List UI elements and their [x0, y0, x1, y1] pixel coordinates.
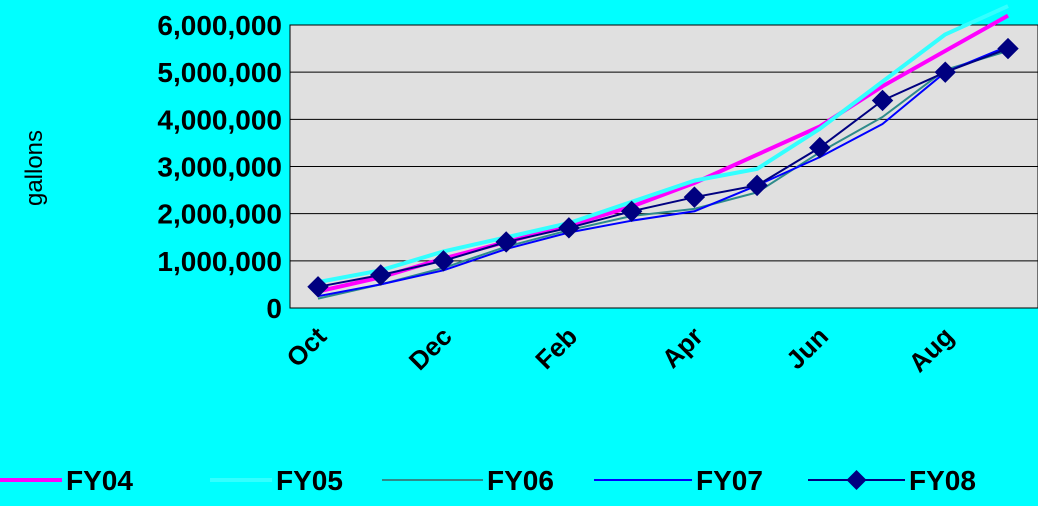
y-tick-label: 3,000,000 [157, 152, 282, 183]
y-tick-label: 4,000,000 [157, 104, 282, 135]
x-tick-label: Feb [529, 321, 583, 375]
data-point-fy08 [495, 231, 517, 253]
legend-label-fy05: FY05 [276, 465, 343, 496]
y-tick-label: 1,000,000 [157, 246, 282, 277]
x-tick-label: Dec [403, 321, 458, 376]
data-point-fy08 [809, 136, 831, 159]
legend-label-fy08: FY08 [909, 465, 976, 496]
data-point-fy08 [746, 174, 768, 197]
y-tick-label: 6,000,000 [157, 10, 282, 41]
legend-label-fy04: FY04 [66, 465, 133, 496]
series-line-fy04 [317, 13, 1009, 294]
y-axis-label: gallons [21, 130, 48, 206]
series-line-fy07 [317, 45, 1009, 298]
legend-marker-fy08 [846, 470, 867, 490]
y-tick-label: 0 [266, 293, 282, 324]
data-point-fy08 [997, 37, 1019, 60]
data-point-fy08 [620, 200, 643, 223]
data-point-fy08 [934, 61, 956, 83]
x-tick-label: Apr [656, 321, 709, 374]
x-tick-label: Oct [280, 321, 332, 373]
y-tick-label: 5,000,000 [157, 57, 282, 88]
series-line-fy08 [317, 47, 1009, 288]
x-tick-label: Jun [780, 321, 834, 375]
data-point-fy08 [683, 186, 706, 208]
series-line-fy06 [317, 49, 1009, 300]
legend-label-fy06: FY06 [487, 465, 554, 496]
data-point-fy08 [558, 217, 580, 239]
data-point-fy08 [871, 89, 894, 112]
data-point-fy08 [432, 250, 455, 272]
data-point-fy08 [370, 264, 392, 286]
series-line-fy05 [317, 4, 1009, 285]
data-point-fy08 [307, 276, 329, 298]
x-tick-label: Aug [903, 321, 960, 378]
y-tick-label: 2,000,000 [157, 199, 282, 230]
legend-label-fy07: FY07 [696, 465, 763, 496]
